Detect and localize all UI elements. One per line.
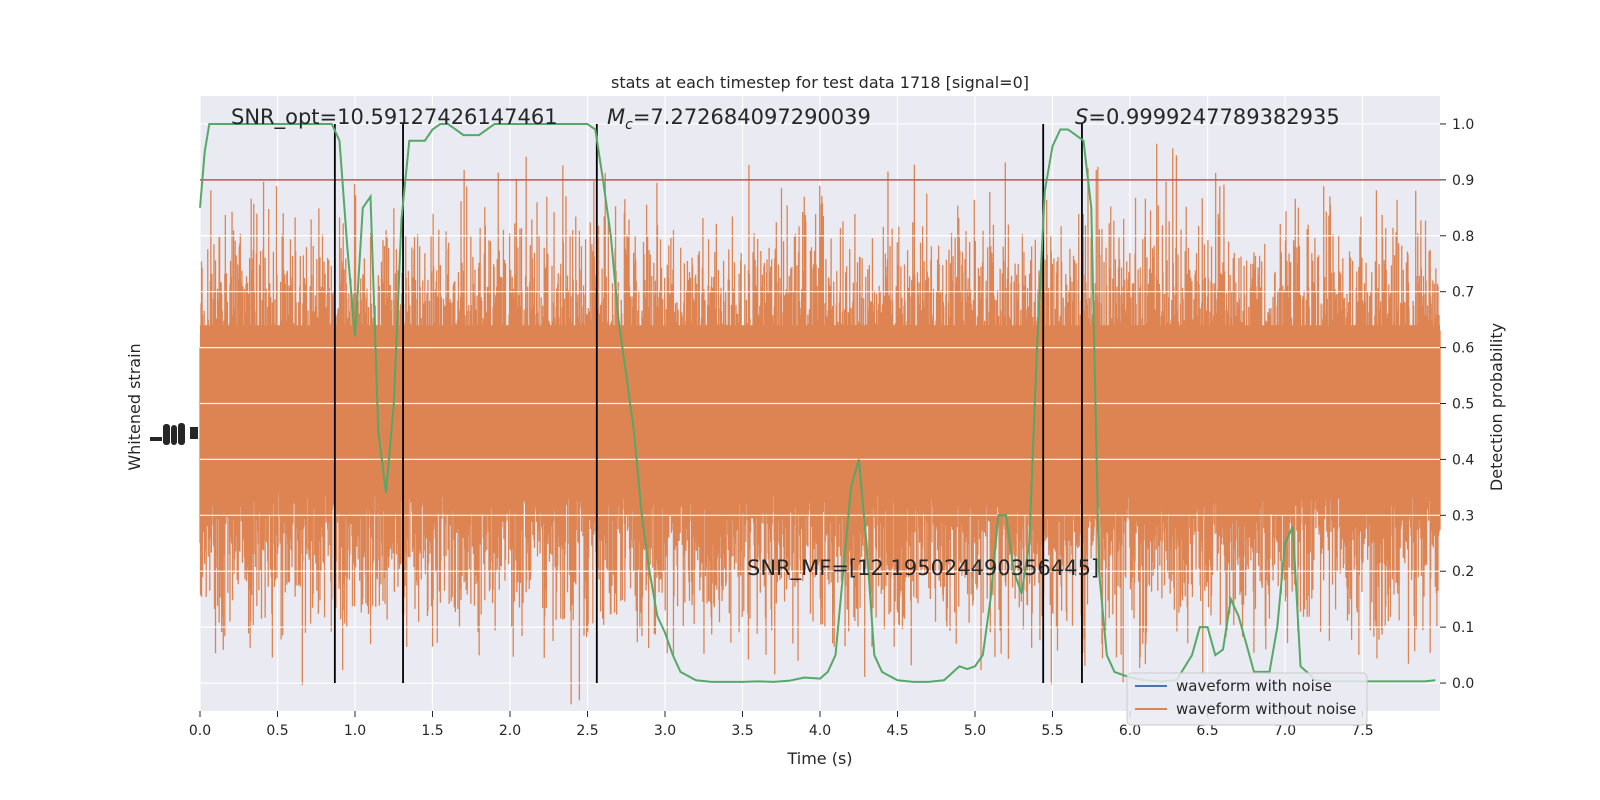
y-tick-label: 0.5 [1452,397,1474,413]
x-tick-label: 4.0 [809,723,831,739]
strain-series [199,123,1441,705]
left-axis-tick-glyphs [150,423,198,445]
left-y-axis-label: Whitened strain [125,343,144,470]
legend-box [1126,672,1368,726]
x-tick-label: 0.0 [189,723,211,739]
x-tick-label: 1.5 [421,723,443,739]
x-tick-label: 7.5 [1351,723,1373,739]
y-tick-label: 0.1 [1452,620,1474,636]
strain-core-band [200,325,1440,493]
y-tick-label: 0.3 [1452,508,1474,524]
chirp-mass-annotation: Mc=7.272684097290039 [607,105,871,133]
probability-line [199,123,1436,683]
snr-opt-annotation: SNR_opt=10.59127426147461 [231,105,558,130]
y-tick-label: 0.9 [1452,173,1474,189]
y-tick-label: 0.2 [1452,564,1474,580]
y-tick-label: 0.8 [1452,229,1474,245]
x-tick-label: 6.0 [1119,723,1141,739]
x-tick-label: 3.5 [731,723,753,739]
x-axis-ticks: 0.0 0.5 1.0 1.5 2.0 2.5 3.0 3.5 4.0 4.5 5.0 5.5 6.0 6… [189,711,1374,739]
right-y-axis-ticks: 0.0 0.1 0.2 0.3 0.4 0.5 0.6 0.7 0.8 0.9 1.0 [1440,117,1474,692]
s-annotation: S=0.9999247789382935 [1075,105,1340,129]
x-tick-label: 0.5 [266,723,288,739]
y-tick-label: 0.7 [1452,285,1474,301]
x-tick-label: 7.0 [1274,723,1296,739]
x-tick-label: 4.5 [886,723,908,739]
legend: waveform with noise waveform without noi… [1126,672,1368,726]
y-tick-label: 0.4 [1452,452,1474,468]
x-tick-label: 5.5 [1041,723,1063,739]
x-tick-label: 5.0 [964,723,986,739]
x-tick-label: 3.0 [654,723,676,739]
x-tick-label: 6.5 [1196,723,1218,739]
y-tick-label: 1.0 [1452,117,1474,133]
legend-label-without-noise: waveform without noise [1176,700,1356,718]
right-y-axis-label: Detection probability [1487,323,1506,491]
x-tick-label: 2.0 [499,723,521,739]
x-tick-label: 1.0 [344,723,366,739]
legend-label-with-noise: waveform with noise [1176,677,1332,695]
chart-title: stats at each timestep for test data 171… [611,73,1029,92]
x-axis-label: Time (s) [786,749,852,768]
y-tick-label: 0.6 [1452,341,1474,357]
y-tick-label: 0.0 [1452,676,1474,692]
snr-mf-annotation: SNR_MF=[12.195024490356445] [747,556,1099,581]
x-tick-label: 2.5 [576,723,598,739]
